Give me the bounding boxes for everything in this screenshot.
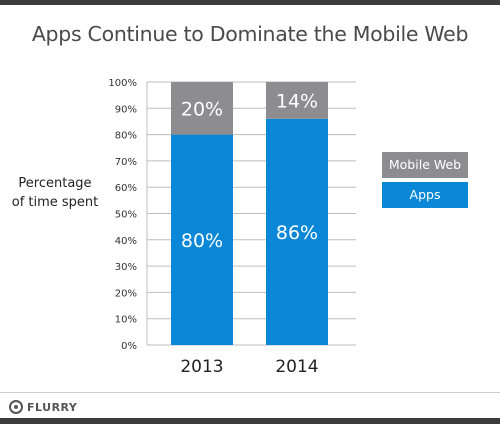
data-label: 80% <box>181 230 223 252</box>
chart-title: Apps Continue to Dominate the Mobile Web <box>31 22 469 46</box>
y-tick-label: 0% <box>121 341 137 352</box>
y-axis-label-line1: Percentage <box>18 176 92 191</box>
flurry-logo-text: FLURRY <box>27 400 78 414</box>
data-label: 86% <box>276 222 318 244</box>
y-tick-label: 100% <box>108 78 137 89</box>
y-tick-label: 80% <box>115 131 137 142</box>
y-tick-label: 70% <box>115 157 137 168</box>
bar-apps-2014 <box>266 118 328 345</box>
legend-item-apps: Apps <box>382 182 468 208</box>
data-label: 14% <box>276 90 318 112</box>
y-tick-label: 10% <box>115 315 137 326</box>
footer-band <box>0 418 500 424</box>
flurry-logo-icon <box>9 400 23 414</box>
labels-layer: 0% 10% 20% 30% 40% 50% 60% 70% 80% 90% 100% 80% 20% 2… <box>108 78 318 377</box>
y-tick-label: 50% <box>115 210 137 221</box>
y-tick-label: 30% <box>115 262 137 273</box>
top-bar <box>0 0 500 5</box>
legend-item-mobile-web: Mobile Web <box>382 152 468 178</box>
x-tick-label: 2014 <box>275 357 318 377</box>
y-tick-label: 90% <box>115 104 137 115</box>
bar-mobile-web-2014 <box>266 82 328 119</box>
bar-mobile-web-2013 <box>171 82 233 135</box>
footer-divider <box>0 392 500 393</box>
y-tick-label: 40% <box>115 236 137 247</box>
y-axis-label-line2: of time spent <box>11 195 99 210</box>
y-axis-label: Percentage of time spent <box>8 174 102 212</box>
flurry-logo: FLURRY <box>9 398 77 416</box>
bars-layer <box>171 82 328 345</box>
bar-apps-2013 <box>171 134 233 345</box>
data-label: 20% <box>181 98 223 120</box>
y-tick-label: 20% <box>115 288 137 299</box>
x-tick-label: 2013 <box>180 357 223 377</box>
y-tick-label: 60% <box>115 183 137 194</box>
